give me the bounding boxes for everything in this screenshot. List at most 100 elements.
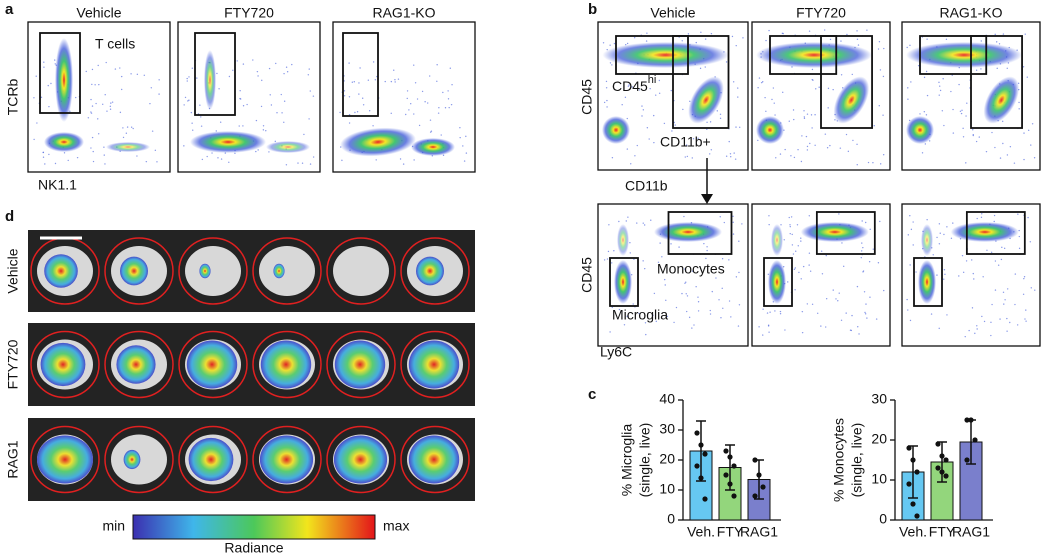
- density: [921, 224, 933, 256]
- x-tick-label: RAG1: [952, 524, 990, 540]
- event: [645, 333, 647, 336]
- event: [877, 48, 880, 50]
- event: [269, 94, 271, 96]
- event: [119, 111, 122, 114]
- event: [875, 318, 878, 320]
- event: [638, 89, 641, 91]
- event: [1018, 108, 1020, 110]
- event: [758, 326, 760, 328]
- event: [706, 128, 708, 130]
- event: [613, 42, 616, 45]
- event: [375, 159, 377, 161]
- event: [256, 70, 259, 73]
- event: [779, 310, 782, 313]
- event: [926, 38, 928, 40]
- event: [94, 84, 96, 86]
- event: [151, 130, 154, 132]
- y-label: CD45: [579, 257, 595, 293]
- event: [942, 78, 944, 80]
- event: [424, 101, 426, 103]
- event: [972, 129, 974, 131]
- event: [633, 36, 636, 39]
- event: [952, 222, 954, 224]
- event: [624, 96, 627, 99]
- event: [757, 139, 759, 142]
- event: [655, 94, 657, 96]
- event: [114, 68, 117, 70]
- density: [771, 224, 783, 256]
- event: [105, 61, 107, 64]
- y-tick-label: 0: [879, 511, 887, 527]
- event: [641, 105, 643, 107]
- event: [98, 83, 100, 86]
- event: [634, 155, 636, 157]
- event: [406, 90, 409, 92]
- event: [926, 218, 928, 221]
- event: [239, 97, 241, 100]
- event: [958, 275, 960, 277]
- event: [980, 40, 982, 42]
- density: [106, 142, 150, 152]
- event: [359, 67, 361, 69]
- event: [936, 236, 938, 239]
- point: [760, 484, 766, 490]
- event: [925, 114, 928, 116]
- event: [356, 111, 359, 113]
- gate-label-text: CD45: [612, 78, 648, 94]
- event: [719, 216, 721, 218]
- event: [809, 142, 811, 145]
- event: [372, 125, 374, 127]
- event: [994, 260, 997, 262]
- density: [44, 132, 84, 152]
- event: [789, 232, 791, 235]
- gate: [615, 35, 689, 75]
- event: [262, 129, 265, 131]
- event: [739, 126, 741, 129]
- event: [912, 221, 914, 223]
- event: [906, 298, 908, 301]
- event: [944, 273, 946, 276]
- event: [374, 79, 377, 81]
- event: [835, 298, 837, 300]
- event: [851, 314, 853, 317]
- event: [803, 116, 806, 118]
- event: [856, 38, 859, 41]
- event: [704, 66, 706, 68]
- event: [1033, 157, 1036, 159]
- event: [738, 304, 741, 306]
- event: [710, 32, 713, 35]
- event: [659, 242, 661, 244]
- event: [846, 33, 848, 36]
- event: [255, 119, 258, 122]
- event: [1003, 247, 1006, 250]
- event: [1000, 258, 1003, 261]
- event: [308, 68, 310, 70]
- event: [644, 322, 647, 324]
- event: [800, 237, 802, 239]
- event: [130, 126, 133, 128]
- point: [723, 472, 729, 478]
- event: [980, 216, 983, 219]
- event: [92, 160, 95, 163]
- event: [120, 88, 123, 91]
- event: [907, 234, 910, 236]
- event: [276, 112, 278, 114]
- event: [793, 156, 796, 159]
- event: [709, 313, 712, 315]
- event: [257, 75, 259, 77]
- event: [136, 155, 138, 157]
- density: [688, 76, 724, 124]
- roi: [30, 425, 100, 494]
- event: [238, 125, 240, 127]
- event: [722, 307, 724, 309]
- event: [805, 135, 808, 138]
- event: [730, 316, 732, 318]
- event: [827, 107, 829, 109]
- event: [609, 62, 612, 64]
- event: [738, 240, 740, 242]
- event: [85, 70, 87, 73]
- density: [800, 222, 869, 242]
- event: [983, 320, 986, 323]
- event: [351, 81, 354, 83]
- event: [429, 119, 432, 121]
